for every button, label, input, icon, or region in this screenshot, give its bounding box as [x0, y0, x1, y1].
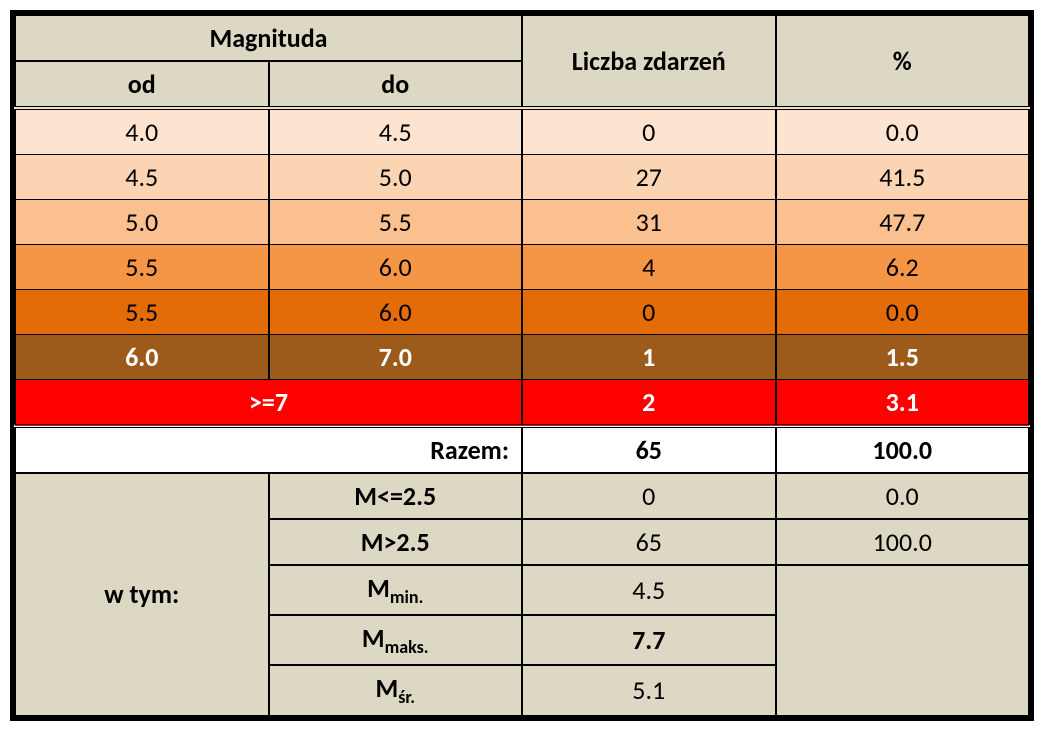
cell-from: 5.0 — [15, 200, 269, 245]
magnitude-table: Magnituda Liczba zdarzeń % od do 4.04.50… — [14, 14, 1030, 717]
cell-count: 2 — [522, 380, 776, 427]
cell-count: 27 — [522, 155, 776, 200]
header-row-top: Magnituda Liczba zdarzeń % — [15, 15, 1029, 61]
stats-count: 5.1 — [522, 665, 776, 715]
table-row: 5.05.53147.7 — [15, 200, 1029, 245]
stats-body: w tym:M<=2.500.0M>2.565100.0Mmin.4.5Mmak… — [15, 473, 1029, 716]
cell-count: 0 — [522, 108, 776, 155]
stats-label: M>2.5 — [269, 519, 523, 565]
cell-pct: 3.1 — [776, 380, 1030, 427]
cell-to: 6.0 — [269, 245, 523, 290]
stats-count: 0 — [522, 473, 776, 519]
cell-count: 31 — [522, 200, 776, 245]
stats-label: M<=2.5 — [269, 473, 523, 519]
stats-label: Mśr. — [269, 665, 523, 715]
stats-row: w tym:M<=2.500.0 — [15, 473, 1029, 519]
stats-percent: 0.0 — [776, 473, 1030, 519]
cell-count: 4 — [522, 245, 776, 290]
header-percent: % — [776, 15, 1030, 108]
cell-to: 4.5 — [269, 108, 523, 155]
header-count: Liczba zdarzeń — [522, 15, 776, 108]
stats-label: Mmaks. — [269, 615, 523, 665]
stats-label: Mmin. — [269, 565, 523, 615]
cell-from: 6.0 — [15, 335, 269, 380]
data-body: 4.04.500.04.55.02741.55.05.53147.75.56.0… — [15, 108, 1029, 426]
magnitude-table-container: Magnituda Liczba zdarzeń % od do 4.04.50… — [10, 10, 1034, 721]
table-row: 4.55.02741.5 — [15, 155, 1029, 200]
cell-from: 4.5 — [15, 155, 269, 200]
cell-pct: 1.5 — [776, 335, 1030, 380]
total-row: Razem: 65 100.0 — [15, 426, 1029, 473]
cell-to: 6.0 — [269, 290, 523, 335]
cell-to: 5.0 — [269, 155, 523, 200]
stats-percent-empty — [776, 565, 1030, 716]
stats-percent: 100.0 — [776, 519, 1030, 565]
stats-rowlabel: w tym: — [15, 473, 269, 716]
cell-count: 0 — [522, 290, 776, 335]
table-row-last: >=723.1 — [15, 380, 1029, 427]
cell-from: 5.5 — [15, 245, 269, 290]
total-label: Razem: — [15, 426, 522, 473]
cell-pct: 0.0 — [776, 108, 1030, 155]
header-magnitude: Magnituda — [15, 15, 522, 61]
header-from: od — [15, 61, 269, 108]
stats-count: 7.7 — [522, 615, 776, 665]
table-row: 5.56.046.2 — [15, 245, 1029, 290]
header-to: do — [269, 61, 523, 108]
cell-pct: 6.2 — [776, 245, 1030, 290]
table-row: 6.07.011.5 — [15, 335, 1029, 380]
stats-count: 4.5 — [522, 565, 776, 615]
total-count: 65 — [522, 426, 776, 473]
cell-pct: 0.0 — [776, 290, 1030, 335]
cell-to: 7.0 — [269, 335, 523, 380]
cell-from: 4.0 — [15, 108, 269, 155]
cell-pct: 41.5 — [776, 155, 1030, 200]
cell-count: 1 — [522, 335, 776, 380]
cell-pct: 47.7 — [776, 200, 1030, 245]
table-row: 5.56.000.0 — [15, 290, 1029, 335]
total-percent: 100.0 — [776, 426, 1030, 473]
cell-magnitude-merged: >=7 — [15, 380, 522, 427]
table-row: 4.04.500.0 — [15, 108, 1029, 155]
stats-count: 65 — [522, 519, 776, 565]
cell-from: 5.5 — [15, 290, 269, 335]
cell-to: 5.5 — [269, 200, 523, 245]
